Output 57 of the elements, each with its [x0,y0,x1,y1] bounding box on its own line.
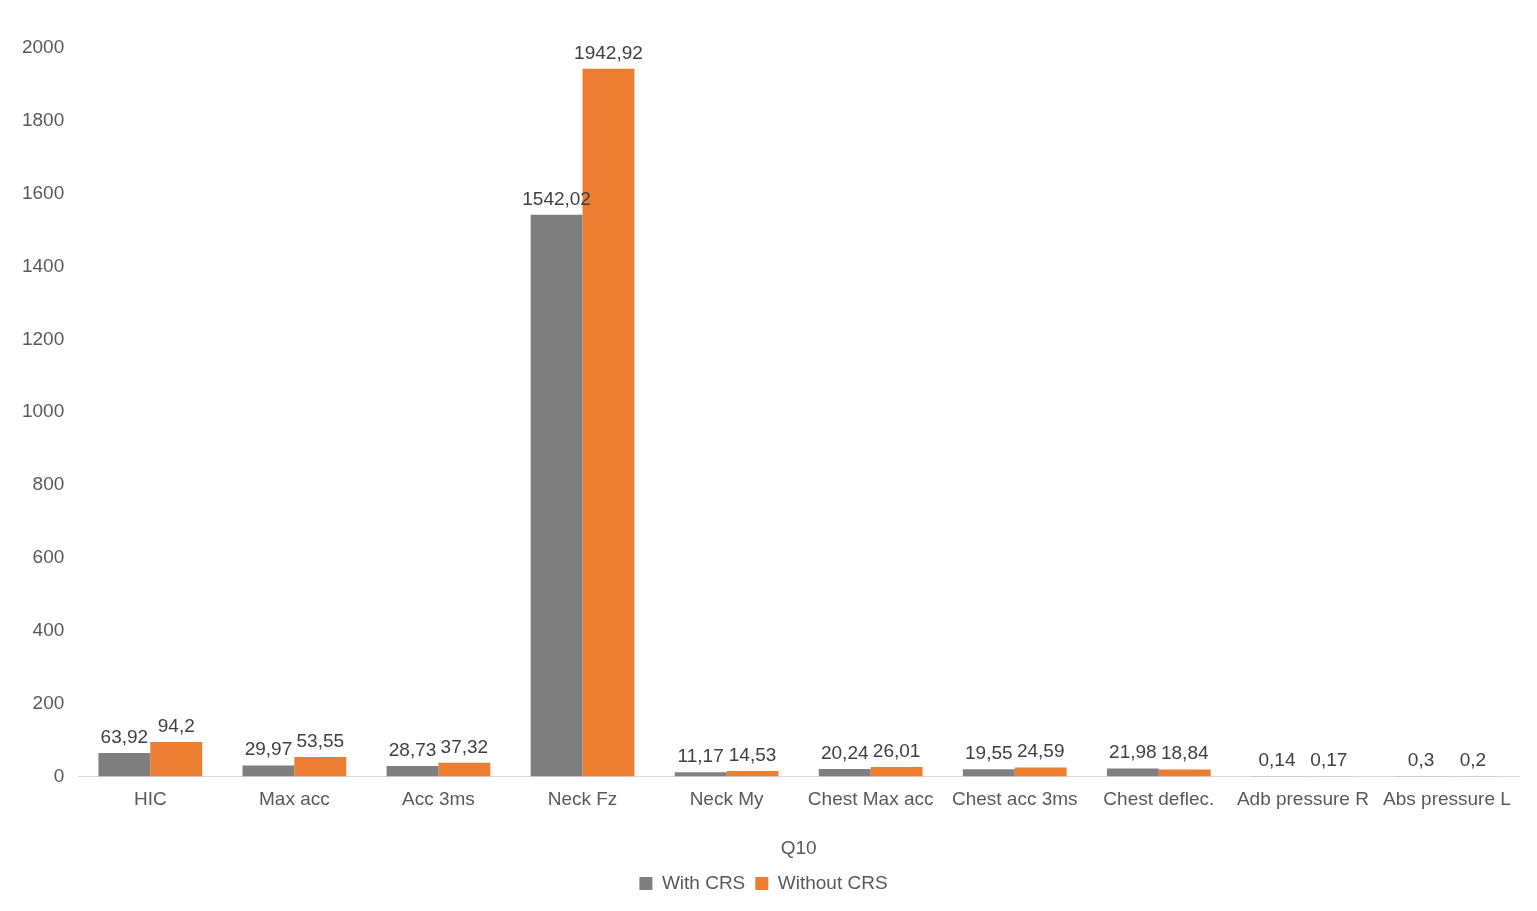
y-tick-label: 1600 [21,181,65,203]
bar [438,762,491,777]
data-label: 0,3 [1407,749,1435,771]
data-label: 11,17 [677,745,724,767]
bar [1014,767,1067,777]
x-tick-label: Max acc [259,788,330,810]
x-tick-label: Adb pressure R [1236,788,1369,810]
data-label: 0,14 [1258,749,1296,771]
data-label: 0,2 [1459,749,1487,771]
y-tick-label: 600 [32,546,65,568]
legend-label: Without CRS [777,871,888,893]
y-tick-label: 2000 [21,36,65,58]
bar [726,771,779,777]
x-tick-label: Neck Fz [547,788,618,810]
y-tick-label: 0 [53,764,65,786]
bar [386,765,439,777]
bar [150,742,203,777]
data-label: 63,92 [100,725,149,747]
bar [98,753,151,777]
data-label: 14,53 [728,743,777,765]
y-tick-label: 1000 [21,400,65,422]
bar [818,769,871,777]
data-label: 37,32 [440,735,489,757]
bar [674,772,727,777]
data-label: 21,98 [1109,741,1157,763]
x-tick-label: Chest acc 3ms [951,788,1078,810]
x-axis-title: Q10 [780,836,817,858]
y-tick-label: 1400 [21,254,65,276]
bar [294,756,347,777]
data-label: 28,73 [388,738,437,760]
y-tick-label: 1200 [21,327,65,349]
x-tick-label: HIC [133,788,167,810]
data-label: 29,97 [244,738,293,760]
bar [962,769,1015,777]
data-label: 53,55 [296,729,345,751]
x-tick-label: Acc 3ms [402,788,475,810]
data-label: 26,01 [872,739,921,761]
x-tick-label: Neck My [689,788,765,810]
x-tick-label: Abs pressure L [1383,788,1511,810]
data-label: 94,2 [157,714,195,736]
data-label: 1942,92 [574,41,643,63]
legend-label: With CRS [661,871,746,893]
y-tick-label: 800 [32,473,65,495]
bar [530,214,583,777]
data-label: 20,24 [820,741,869,763]
y-tick-label: 200 [32,691,65,713]
x-tick-label: Chest deflec. [1103,788,1215,810]
data-label: 19,55 [965,742,1013,764]
data-label: 0,17 [1310,749,1348,771]
y-tick-label: 1800 [21,109,65,131]
bar [1106,768,1159,777]
data-label: 24,59 [1016,740,1065,762]
data-label: 18,84 [1160,742,1209,764]
x-tick-label: Chest Max acc [807,788,934,810]
bar [242,765,295,777]
bar [870,766,923,777]
y-tick-label: 400 [32,618,65,640]
